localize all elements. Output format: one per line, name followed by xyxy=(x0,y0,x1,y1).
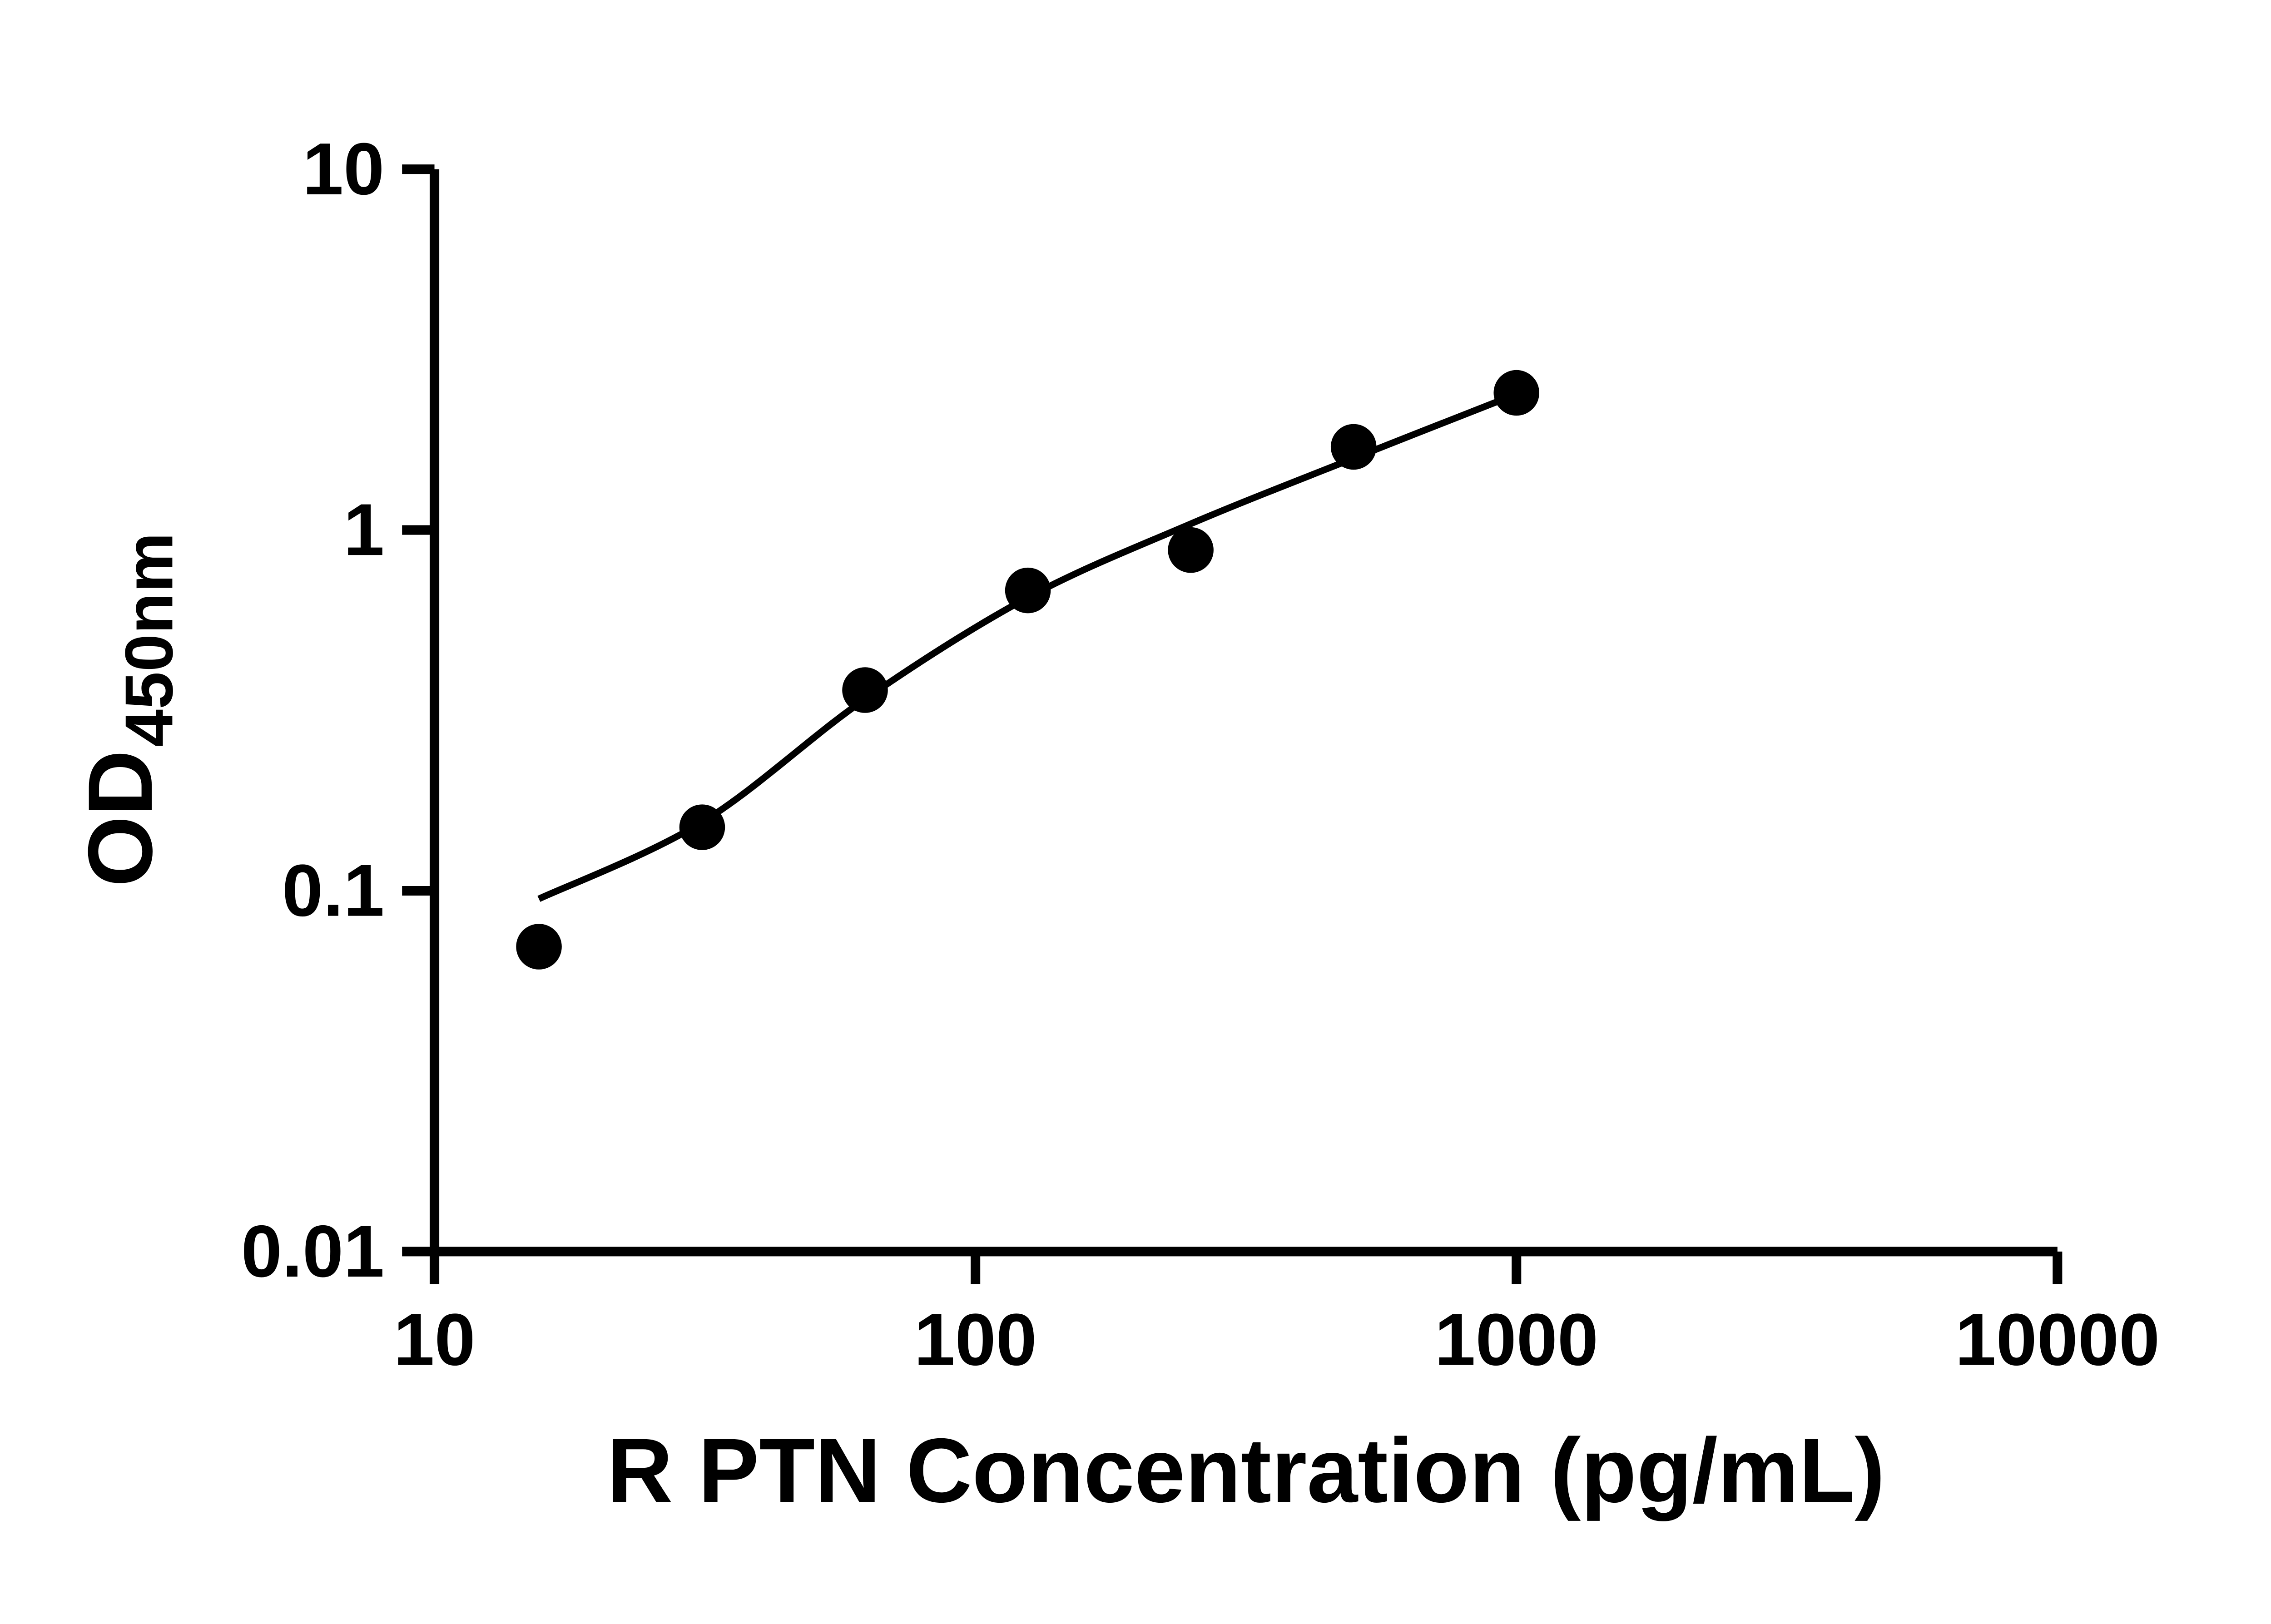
data-point xyxy=(516,924,562,970)
data-point xyxy=(1330,424,1377,470)
data-point xyxy=(842,667,888,713)
x-tick-label: 1000 xyxy=(1434,1299,1598,1381)
x-tick-label: 100 xyxy=(914,1299,1036,1381)
x-tick-label: 10000 xyxy=(1955,1299,2160,1381)
y-axis-title-main: OD xyxy=(69,750,171,887)
axis-spines xyxy=(430,169,2058,1257)
x-tick-label: 10 xyxy=(393,1299,475,1381)
y-tick-label: 0.1 xyxy=(282,850,384,932)
y-tick-label: 10 xyxy=(302,128,384,210)
data-point xyxy=(1493,370,1539,416)
x-axis-title: R PTN Concentration (pg/mL) xyxy=(607,1419,1885,1521)
y-tick-label: 0.01 xyxy=(241,1210,385,1292)
y-axis-title: OD450nm xyxy=(69,532,187,887)
y-tick-label: 1 xyxy=(343,489,384,571)
data-point xyxy=(1005,567,1051,614)
axes-layer: 10 100 1000 10000 0.01 0.1 1 10 xyxy=(241,128,2160,1381)
y-axis-title-subscript: 450nm xyxy=(111,532,187,747)
data-point xyxy=(1168,527,1214,573)
data-point xyxy=(679,804,725,850)
series-layer xyxy=(516,370,1539,970)
